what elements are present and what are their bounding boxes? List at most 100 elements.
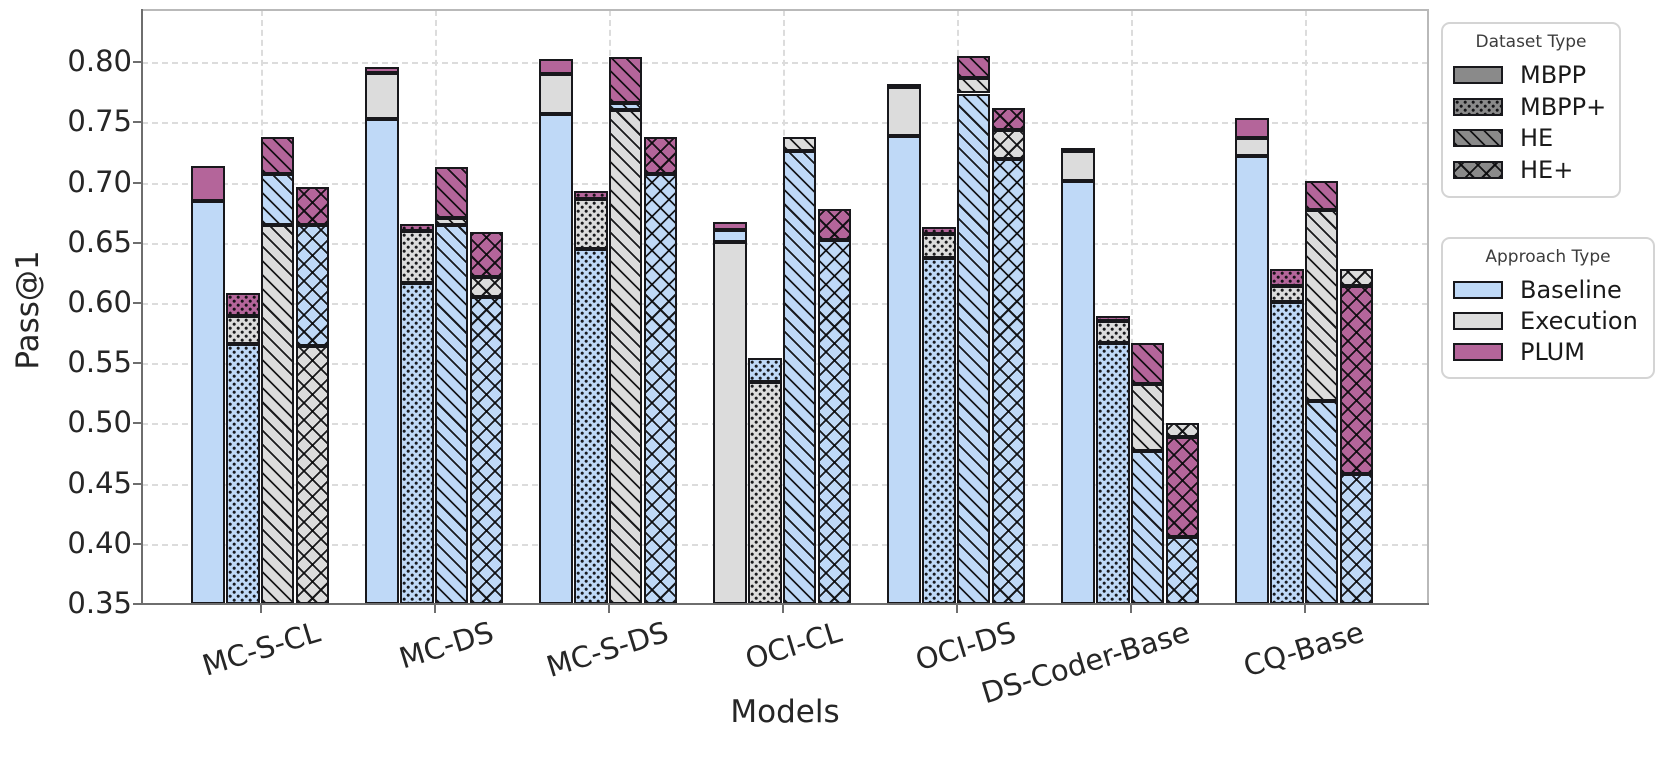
x-tick-label-MC-S-CL: MC-S-CL [198,614,324,683]
bar-segment-DS-Coder-Base-MBPP+-Baseline [1096,342,1130,604]
bar-segment-MC-S-DS-MBPP-Baseline [539,113,573,604]
bar-segment-CQ-Base-HE-PLUM [1304,181,1339,211]
x-tick-mark-CQ-Base [1303,605,1306,613]
plot-area [142,10,1428,604]
bar-segment-OCI-DS-HE-Execution [956,77,991,94]
bar-segment-MC-DS-MBPP-PLUM [365,67,399,74]
legend-label-MBPP+: MBPP+ [1520,92,1607,121]
bar-segment-MC-S-CL-HE+-PLUM [295,187,330,225]
bar-segment-CQ-Base-MBPP-Execution [1235,138,1269,157]
bar-segment-MC-S-DS-HE+-PLUM [643,136,678,175]
bar-segment-MC-S-CL-MBPP-Baseline [191,200,225,604]
legend-label-Execution: Execution [1520,306,1638,335]
bar-segment-MC-S-CL-MBPP+-Baseline [226,343,260,604]
y-tick-mark-0.35 [133,603,141,605]
y-tick-label-0.65: 0.65 [67,224,132,259]
legend-swatch-HE+ [1453,161,1503,180]
bar-segment-DS-Coder-Base-HE+-Execution [1165,423,1200,437]
x-tick-mark-DS-Coder-Base [1129,605,1132,613]
bar-segment-MC-DS-HE+-PLUM [469,231,504,277]
x-axis-label: Models [730,694,840,730]
x-tick-label-CQ-Base: CQ-Base [1239,614,1368,684]
bar-segment-CQ-Base-MBPP+-Execution [1270,286,1304,302]
y-tick-mark-0.70 [133,181,141,184]
x-tick-mark-MC-DS [433,605,436,613]
y-axis-label: Pass@1 [10,250,46,370]
h-gridline-0.80 [142,62,1428,65]
x-tick-mark-MC-S-CL [259,605,262,613]
bar-segment-OCI-CL-MBPP+-Baseline [748,358,782,383]
bar-segment-MC-S-DS-MBPP-Execution [539,74,573,114]
bar-segment-DS-Coder-Base-MBPP-Baseline [1061,181,1095,604]
x-tick-mark-OCI-CL [781,605,784,613]
legend-item-HE: HE [1453,126,1609,150]
bar-segment-MC-S-CL-MBPP-PLUM [191,165,225,201]
bar-segment-MC-S-CL-HE-Execution [260,224,295,604]
bar-segment-CQ-Base-MBPP-PLUM [1235,117,1269,139]
legend-approach-title: Approach Type [1485,247,1611,267]
bar-segment-MC-S-DS-HE-Execution [608,110,643,604]
bar-segment-OCI-DS-HE+-Execution [991,129,1026,159]
bar-segment-MC-S-CL-HE-Baseline [260,174,295,225]
bar-segment-CQ-Base-HE-Execution [1304,210,1339,401]
bar-segment-DS-Coder-Base-HE-Baseline [1130,451,1165,604]
bar-segment-OCI-DS-MBPP-Baseline [887,135,921,604]
bar-segment-OCI-CL-HE-Execution [782,136,817,152]
y-tick-mark-0.60 [133,302,141,304]
bar-segment-DS-Coder-Base-HE+-Baseline [1165,536,1200,604]
bar-segment-OCI-DS-MBPP+-Baseline [922,258,956,604]
bar-segment-MC-DS-HE+-Baseline [469,296,504,604]
bar-segment-CQ-Base-MBPP-Baseline [1235,156,1269,604]
y-tick-label-0.45: 0.45 [67,465,132,500]
bar-segment-OCI-DS-MBPP-Execution [887,87,921,136]
y-tick-mark-0.40 [133,542,141,545]
legend-item-Execution: Execution [1453,309,1643,333]
y-tick-label-0.35: 0.35 [67,586,132,620]
legend-label-MBPP: MBPP [1520,60,1587,89]
y-tick-mark-0.75 [133,121,141,124]
legend-swatch-MBPP [1453,65,1503,84]
y-tick-label-0.50: 0.50 [67,405,132,440]
bar-segment-OCI-DS-MBPP+-Execution [922,234,956,259]
legend-item-PLUM: PLUM [1453,340,1643,364]
legend-swatch-MBPP+ [1453,97,1503,116]
bar-segment-OCI-DS-MBPP-PLUM [887,83,921,88]
y-tick-mark-0.50 [133,422,141,425]
bar-segment-MC-DS-MBPP+-Execution [400,230,434,283]
legend-approach-items: Baseline Execution PLUM [1453,274,1643,367]
legend-label-HE: HE [1520,124,1554,153]
y-tick-label-0.55: 0.55 [67,345,132,380]
legend-swatch-HE [1453,129,1503,148]
x-tick-label-MC-DS: MC-DS [395,614,498,676]
legend-swatch-Baseline [1453,280,1503,299]
y-tick-label-0.70: 0.70 [67,164,132,199]
plot-spine-top [142,9,1429,11]
bar-segment-OCI-DS-HE+-PLUM [991,107,1026,130]
bar-segment-MC-DS-HE-Baseline [434,224,469,604]
bar-segment-MC-S-CL-MBPP+-PLUM [226,293,260,317]
bar-segment-OCI-CL-HE+-Baseline [817,240,852,604]
bar-segment-MC-S-DS-HE+-Baseline [643,174,678,604]
y-tick-label-0.75: 0.75 [67,104,132,139]
legend-approach-type: Approach Type Baseline Execution PLUM [1441,237,1655,379]
bar-segment-MC-S-CL-HE-PLUM [260,136,295,175]
legend-swatch-Execution [1453,311,1503,330]
legend-label-Baseline: Baseline [1520,275,1622,304]
bar-segment-DS-Coder-Base-MBPP-PLUM [1061,147,1095,152]
bar-segment-MC-S-DS-HE-Baseline [608,103,643,111]
y-tick-mark-0.80 [133,61,141,64]
legend-label-PLUM: PLUM [1520,337,1585,366]
bar-segment-DS-Coder-Base-HE-PLUM [1130,342,1165,384]
x-tick-mark-OCI-DS [955,605,958,613]
bar-segment-CQ-Base-HE+-Execution [1339,269,1374,287]
legend-item-HE+: HE+ [1453,158,1609,182]
legend-item-MBPP+: MBPP+ [1453,95,1609,119]
y-tick-mark-0.45 [133,482,141,485]
plot-spine-bottom [141,603,1429,605]
bar-segment-OCI-DS-HE-PLUM [956,56,991,78]
bar-segment-DS-Coder-Base-MBPP+-Execution [1096,321,1130,343]
bar-segment-CQ-Base-HE-Baseline [1304,400,1339,604]
bar-segment-MC-DS-HE-Execution [434,217,469,225]
bar-segment-CQ-Base-MBPP+-Baseline [1270,301,1304,604]
